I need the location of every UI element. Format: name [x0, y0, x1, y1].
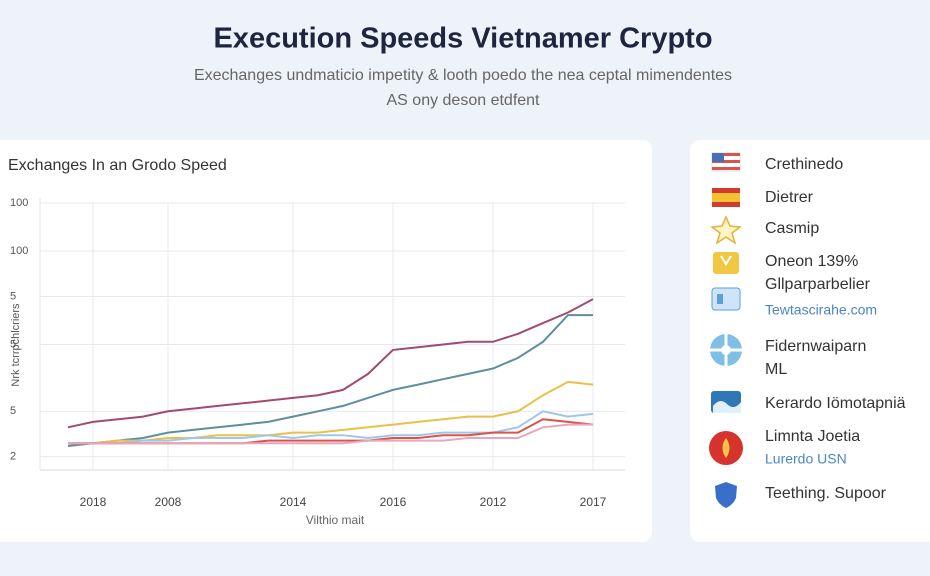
shield-icon: [715, 482, 737, 508]
x-tick-label: 2018: [80, 495, 107, 509]
y-tick-label: 5: [10, 338, 16, 350]
sidebar-card: [690, 140, 930, 542]
sidebar-text: Limnta Joetia: [765, 428, 860, 445]
sidebar-text: Crethinedo: [765, 156, 843, 173]
sidebar-icons: [709, 152, 743, 508]
y-axis-label: Nrk tcrrpchlcriers: [10, 303, 22, 387]
badge-icon: [713, 252, 739, 274]
y-tick-label: 5: [10, 405, 16, 417]
y-tick-label: 2: [10, 451, 16, 463]
star-icon: [710, 215, 742, 245]
x-tick-label: 2017: [580, 495, 607, 509]
x-tick-label: 2012: [480, 495, 507, 509]
subtitle: AS ony deson etdfent: [387, 92, 541, 109]
sidebar-text: Oneon 139%: [765, 253, 858, 270]
wave-icon: [711, 391, 741, 413]
flag-icon: [712, 188, 740, 207]
sidebar-text: Casmip: [765, 220, 819, 237]
subtitle: Exechanges undmaticio impetity & looth p…: [194, 67, 732, 84]
series-line: [67, 298, 594, 429]
sidebar-text: ML: [765, 361, 787, 378]
panel-title: Exchanges In an Grodo Speed: [8, 157, 227, 174]
series-line: [67, 314, 593, 447]
y-tick-label: 100: [10, 197, 28, 209]
sidebar-text: Dietrer: [765, 189, 814, 206]
x-tick-label: 2014: [280, 495, 307, 509]
series-line: [68, 410, 594, 445]
x-tick-label: 2016: [380, 495, 407, 509]
chart-card: [0, 140, 652, 542]
y-tick-label: 5: [10, 290, 16, 302]
sidebar-text: Kerardo Iömotapniä: [765, 395, 906, 412]
x-axis-label: Vilthio mait: [306, 513, 365, 527]
sidebar-text: Tewtascirahe.com: [765, 302, 877, 318]
sidebar-text: Lurerdo USN: [765, 451, 847, 467]
title: Execution Speeds Vietnamer Crypto: [213, 23, 712, 55]
card-icon: [711, 287, 741, 311]
flame-icon: [709, 431, 743, 465]
y-tick-label: 100: [10, 245, 28, 257]
sidebar-text: Gllparparbelier: [765, 276, 871, 293]
fan-icon: [710, 334, 742, 366]
series-line: [68, 423, 593, 445]
sidebar-text: Teething. Supoor: [765, 485, 887, 502]
flag-icon: [711, 152, 741, 172]
series-line: [68, 380, 594, 445]
x-tick-label: 2008: [155, 495, 182, 509]
sidebar-text: Fidernwaiparn: [765, 338, 866, 355]
